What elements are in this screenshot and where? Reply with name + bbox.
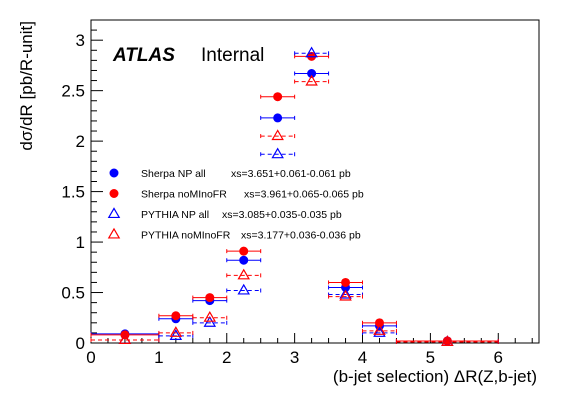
data-point	[305, 74, 318, 86]
x-tick-label: 5	[426, 348, 435, 367]
data-point	[373, 326, 386, 337]
data-point	[271, 129, 284, 141]
internal-label: Internal	[201, 45, 264, 66]
legend-cross-section: xs=3.961+0.065-0.065 pb	[244, 189, 364, 201]
data-point	[239, 246, 249, 256]
legend-series-name: Sherpa noMInoFR	[141, 189, 227, 201]
legend-cross-section: xs=3.177+0.036-0.036 pb	[241, 230, 361, 242]
x-tick-label: 1	[154, 348, 163, 367]
data-point	[203, 310, 217, 322]
data-point	[107, 207, 121, 219]
data-point	[339, 289, 352, 301]
axis-tick-labels: 0 1 2 3 4 5 6 0 0.5 1 1.5 2 2.5 3	[61, 31, 503, 367]
data-point	[109, 168, 119, 178]
series-3	[90, 74, 499, 347]
x-tick-label: 2	[222, 348, 231, 367]
y-tick-label: 3	[76, 31, 85, 50]
legend-item: Sherpa NP all xs=3.651+0.061-0.061 pb	[109, 168, 351, 180]
data-point	[307, 68, 317, 78]
legend-item: Sherpa noMInoFR xs=3.961+0.065-0.065 pb	[109, 189, 364, 201]
legend-item: PYTHIA NP all xs=3.085+0.035-0.035 pb	[107, 207, 342, 221]
axis-ticks	[90, 19, 533, 344]
legend-series-name: PYTHIA noMInoFR	[141, 230, 231, 242]
x-tick-label: 3	[290, 348, 299, 367]
legend-series-name: PYTHIA NP all	[141, 209, 209, 221]
legend-series-name: Sherpa NP all	[141, 168, 206, 180]
data-point	[205, 293, 215, 303]
atlas-label: ATLAS	[112, 45, 175, 66]
y-tick-label: 0.5	[61, 284, 85, 303]
data-point	[107, 227, 121, 239]
legend-cross-section: xs=3.651+0.061-0.061 pb	[231, 168, 351, 180]
data-point	[109, 189, 119, 198]
data-point	[169, 329, 183, 340]
x-axis-label: (b-jet selection) ΔR(Z,b-jet)	[333, 367, 537, 386]
data-point	[305, 46, 318, 58]
y-tick-label: 1.5	[61, 183, 85, 202]
legend: Sherpa NP all xs=3.651+0.061-0.061 pbSher…	[107, 168, 364, 242]
data-point	[239, 255, 249, 265]
y-axis-label: dσ/dR [pb/R-unit]	[17, 21, 36, 151]
data-point	[271, 147, 284, 159]
data-point	[339, 287, 352, 299]
data-point	[118, 333, 132, 344]
y-tick-label: 2.5	[61, 82, 85, 101]
x-tick-label: 6	[494, 348, 503, 367]
data-series	[90, 46, 499, 347]
data-point	[273, 92, 283, 102]
legend-item: PYTHIA noMInoFR xs=3.177+0.036-0.036 pb	[107, 227, 361, 242]
data-point	[237, 268, 250, 280]
data-point	[171, 311, 181, 321]
data-point	[237, 283, 250, 295]
data-point	[273, 113, 283, 123]
data-point	[341, 277, 351, 287]
plot-frame	[90, 19, 540, 344]
x-tick-label: 0	[86, 348, 95, 367]
series-0	[90, 68, 499, 346]
legend-cross-section: xs=3.085+0.035-0.035 pb	[222, 209, 342, 221]
y-tick-label: 0	[76, 334, 85, 353]
y-tick-label: 1	[76, 233, 85, 252]
x-tick-label: 4	[358, 348, 367, 367]
data-point	[441, 335, 454, 347]
data-point	[169, 326, 183, 337]
y-tick-label: 2	[76, 132, 85, 151]
data-point	[373, 324, 386, 335]
